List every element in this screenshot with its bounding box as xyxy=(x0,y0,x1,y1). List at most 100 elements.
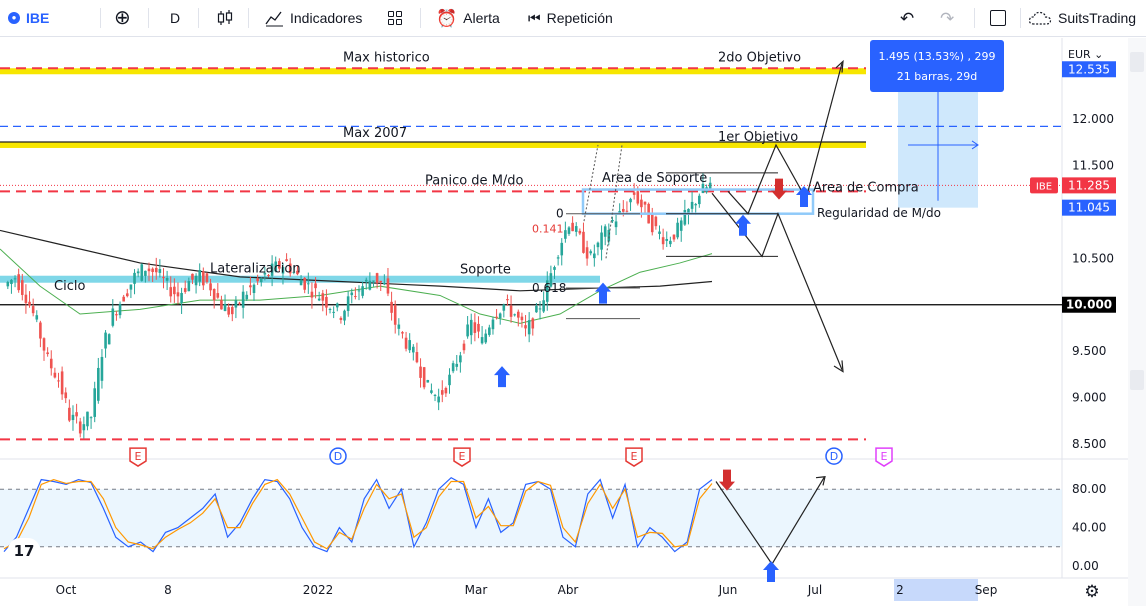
toolbar-divider xyxy=(1020,8,1021,28)
chart-type-button[interactable] xyxy=(216,0,234,36)
candle-body xyxy=(520,316,524,321)
alert-button[interactable]: ⏰ Alerta xyxy=(436,0,500,36)
earnings-marker[interactable] xyxy=(875,447,893,467)
candle-body xyxy=(209,283,212,291)
price-pane[interactable] xyxy=(0,38,1062,459)
candle-body xyxy=(292,271,296,273)
candle-body xyxy=(361,286,364,296)
candle-body xyxy=(531,318,535,329)
candle-body xyxy=(169,287,173,297)
candle-body xyxy=(513,314,516,316)
candle-body xyxy=(459,355,462,363)
candle-body xyxy=(86,411,89,427)
candle-body xyxy=(147,268,151,272)
candle-body xyxy=(198,270,201,282)
sidebar-button[interactable] xyxy=(1130,52,1144,72)
candle-body xyxy=(517,311,520,318)
candle-body xyxy=(451,363,455,372)
candle-body xyxy=(278,261,281,269)
scenario-arrowhead xyxy=(835,59,844,73)
replay-button[interactable]: ⏮ Repetición xyxy=(528,0,613,36)
candle-body xyxy=(256,278,259,282)
candle-body xyxy=(611,219,614,222)
dividend-marker[interactable] xyxy=(825,447,843,465)
candle-body xyxy=(473,322,477,333)
candle-body xyxy=(111,308,115,326)
candle-body xyxy=(495,316,498,318)
candle-body xyxy=(194,275,198,286)
candle-body xyxy=(607,229,611,242)
candle-body xyxy=(589,251,593,254)
price-axis-label: 10.500 xyxy=(1072,251,1114,265)
price-badge xyxy=(1062,199,1116,216)
candle-body xyxy=(462,343,466,351)
annotation-label: Ciclo xyxy=(54,279,85,294)
candle-body xyxy=(97,367,100,401)
candle-body xyxy=(625,210,629,212)
undo-button[interactable]: ↶ xyxy=(900,0,914,36)
candle-body xyxy=(118,304,122,316)
event-marker-label: E xyxy=(135,450,142,463)
measure-tooltip-line2: 21 barras, 29d xyxy=(897,70,978,83)
candle-body xyxy=(509,305,513,317)
measure-tooltip-line1: 1.495 (13.53%) , 299 xyxy=(879,50,996,63)
templates-button[interactable] xyxy=(388,0,402,36)
replay-icon: ⏮ xyxy=(528,10,541,26)
price-badge-label: 10.000 xyxy=(1066,298,1112,312)
save-layout-button[interactable]: SuitsTrading xyxy=(1028,0,1136,36)
measure-tooltip xyxy=(870,40,1004,92)
buy-arrow-icon xyxy=(595,282,611,304)
event-marker-label: D xyxy=(334,450,342,463)
candle-body xyxy=(491,319,495,330)
candle-body xyxy=(303,277,306,290)
candle-body xyxy=(310,291,314,298)
toolbar-divider xyxy=(100,8,101,28)
candle-body xyxy=(538,308,542,310)
candle-body xyxy=(71,414,75,421)
candle-body xyxy=(173,286,176,295)
scenario-arrowhead xyxy=(833,360,844,373)
candle-body xyxy=(307,283,310,285)
price-badge-label: 12.535 xyxy=(1068,62,1110,76)
earnings-marker[interactable] xyxy=(453,447,471,467)
candle-body xyxy=(401,332,404,334)
candle-body xyxy=(564,230,567,239)
candle-body xyxy=(39,322,42,339)
candle-body xyxy=(220,300,223,310)
candle-body xyxy=(10,279,13,285)
candle-body xyxy=(603,226,607,237)
symbol-label: IBE xyxy=(26,10,50,26)
candle-body xyxy=(125,293,129,297)
sidebar-button[interactable] xyxy=(1130,370,1144,390)
interval-button[interactable]: D xyxy=(170,0,180,36)
candle-body xyxy=(444,388,448,394)
annotation-label: Soporte xyxy=(460,263,511,278)
candle-body xyxy=(426,379,430,383)
osc-series-line xyxy=(3,478,713,550)
redo-button[interactable]: ↷ xyxy=(940,0,954,36)
scenario-arrowhead xyxy=(815,476,826,486)
dividend-marker[interactable] xyxy=(329,447,347,465)
candle-body xyxy=(93,388,97,417)
price-axis-label: 9.000 xyxy=(1072,391,1106,405)
candle-body xyxy=(571,222,574,232)
buy-arrow-icon xyxy=(494,366,510,388)
earnings-marker[interactable] xyxy=(625,447,643,467)
candle-body xyxy=(46,352,49,355)
candle-body xyxy=(379,280,383,283)
indicators-button[interactable]: Indicadores xyxy=(264,0,362,36)
candle-body xyxy=(654,216,658,227)
candle-body xyxy=(372,280,375,282)
add-symbol-button[interactable]: ⊕ xyxy=(114,0,131,36)
projection-line xyxy=(583,144,599,222)
settings-gear-icon[interactable]: ⚙ xyxy=(1084,582,1099,602)
layout-button[interactable] xyxy=(990,0,1006,36)
candle-body xyxy=(216,293,220,298)
price-badge xyxy=(1062,61,1116,78)
currency-label[interactable]: EUR ⌄ xyxy=(1068,48,1103,61)
candle-body xyxy=(393,304,397,325)
symbol-search-button[interactable]: ● IBE xyxy=(8,0,49,36)
earnings-marker[interactable] xyxy=(129,447,147,467)
candle-body xyxy=(618,210,621,214)
